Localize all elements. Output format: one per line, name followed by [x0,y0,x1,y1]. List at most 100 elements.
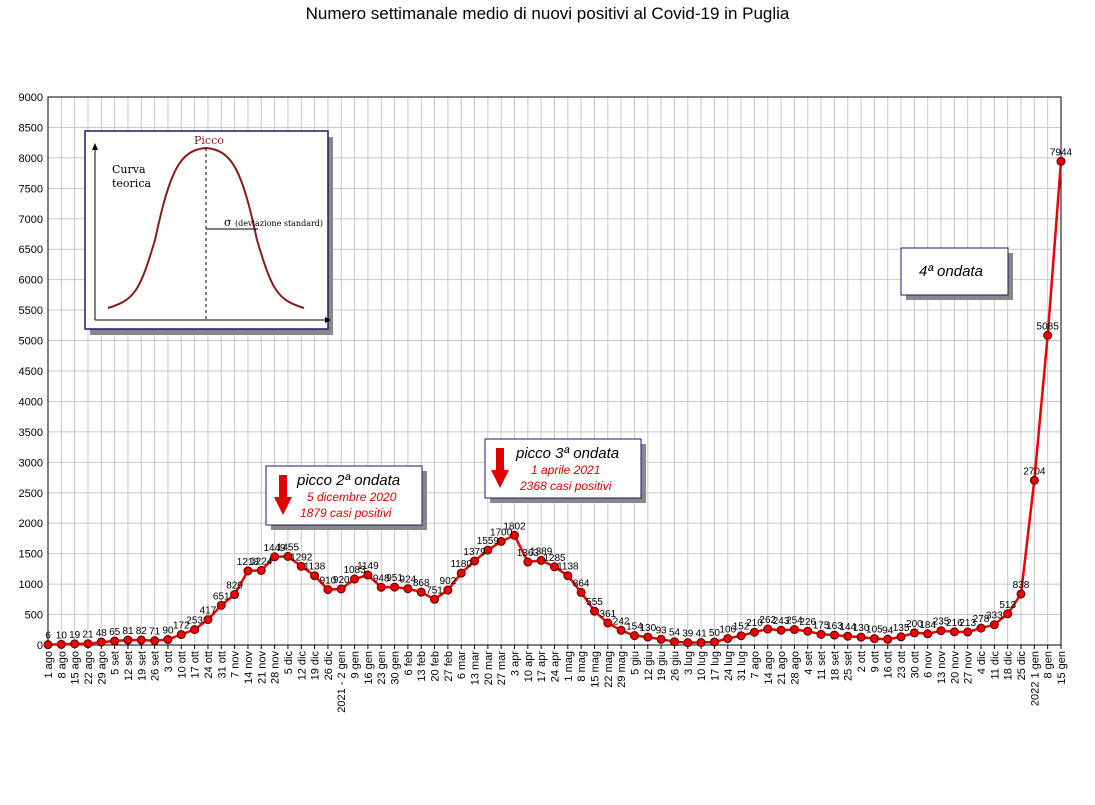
x-tick-label: 22 mag [603,651,615,688]
x-tick-label: 9 ott [869,651,881,672]
data-point [256,565,266,575]
data-point [883,634,893,644]
x-tick-label: 15 gen [1056,651,1068,685]
wave3-arrow-shaft [496,448,504,470]
x-tick-label: 12 giu [643,651,655,681]
wave2-arrow-shaft [279,475,287,497]
data-label: 135 [893,623,910,634]
wave3-title: picco 3ª ondata [515,445,619,462]
x-tick-label: 30 ott [909,651,921,679]
x-tick-label: 25 dic [1016,651,1028,681]
data-label: 1389 [530,546,553,557]
data-label: 213 [959,618,976,629]
y-tick-label: 6000 [19,275,43,287]
x-tick-label: 13 nov [936,651,948,685]
data-point [829,630,839,640]
data-point [430,594,440,604]
data-point [763,624,773,634]
data-label: 254 [786,616,803,627]
data-point [709,637,719,647]
y-axis: 0 500 1000 1500 2000 2500 3000 3500 4000 4500 5000… [19,92,43,652]
data-label: 41 [696,629,708,640]
data-point [643,632,653,642]
data-point [576,587,586,597]
x-tick-label: 4 dic [976,651,988,675]
inset-curve-label-2: teorica [112,177,151,190]
x-tick-label: 26 dic [323,651,335,681]
wave2-date: 5 dicembre 2020 [307,490,397,504]
x-tick-label: 30 gen [390,651,402,685]
x-tick-label: 2 ott [856,651,868,672]
x-tick-label: 27 nov [963,651,975,685]
y-tick-label: 5500 [19,305,43,317]
data-label: 94 [882,625,894,636]
x-tick-label: 8 mag [576,651,588,682]
inset-y-arrow-icon [92,143,98,150]
x-tick-label: 19 dic [310,651,322,681]
wave4-title: 4ª ondata [919,263,983,280]
x-tick-label: 20 mar [483,651,495,686]
data-point [390,582,400,592]
data-label: 48 [96,628,108,639]
y-tick-label: 4000 [19,396,43,408]
data-point [856,632,866,642]
x-tick-label: 14 ago [763,651,775,685]
data-label: 216 [946,618,963,629]
y-tick-label: 7500 [19,183,43,195]
data-label: 106 [719,625,736,636]
data-label: 1379 [463,547,486,558]
data-point [1016,589,1026,599]
data-label: 902 [440,576,457,587]
wave4-box [900,247,1009,296]
y-tick-label: 5000 [19,336,43,348]
data-point [483,545,493,555]
inset-peak-label: Picco [194,134,224,147]
data-label: 1292 [290,552,313,563]
data-point [736,631,746,641]
x-tick-label: 3 ott [163,651,175,672]
data-label: 10 [56,630,68,641]
data-label: 1138 [304,562,326,573]
data-label: 1180 [450,559,472,570]
data-label: 235 [933,617,950,628]
wave2-box [265,465,423,526]
data-label: 7944 [1050,147,1073,158]
x-tick-label: 7 nov [230,651,242,678]
y-tick-label: 1500 [19,549,43,561]
x-tick-label: 29 mag [616,651,628,688]
wave3-date: 1 aprile 2021 [531,463,600,477]
x-axis: 1 ago 8 ago 15 ago 22 ago 29 ago 5 set 12 set 1… [43,645,1068,713]
data-label: 829 [226,581,243,592]
x-tick-label: 1 ago [43,651,55,679]
data-point [589,606,599,616]
data-point [656,634,666,644]
data-label: 130 [853,623,870,634]
y-tick-label: 8000 [19,153,43,165]
data-label: 1449 [263,543,286,554]
x-tick-label: 25 set [843,651,855,681]
data-point [310,571,320,581]
data-label: 242 [613,616,630,627]
data-label: 154 [626,622,643,633]
data-point [949,627,959,637]
wave3-arrow-icon [491,470,509,488]
data-label: 417 [200,606,217,617]
x-tick-label: 3 lug [683,651,695,675]
x-tick-label: 8 gen [1043,651,1055,679]
data-point [1003,609,1013,619]
data-point [323,585,333,595]
x-tick-label: 28 nov [270,651,282,685]
data-point [496,536,506,546]
data-point [723,634,733,644]
x-tick-label: 6 nov [923,651,935,678]
x-tick-label: 24 apr [550,651,562,683]
data-label: 751 [426,585,443,596]
x-tick-label: 15 ago [70,651,82,685]
x-tick-label: 14 nov [243,651,255,685]
data-label: 210 [746,618,763,629]
y-tick-label: 3500 [19,427,43,439]
x-tick-label: 5 dic [283,651,295,675]
inset-x-arrow-icon [325,317,331,323]
data-point [1043,330,1053,340]
